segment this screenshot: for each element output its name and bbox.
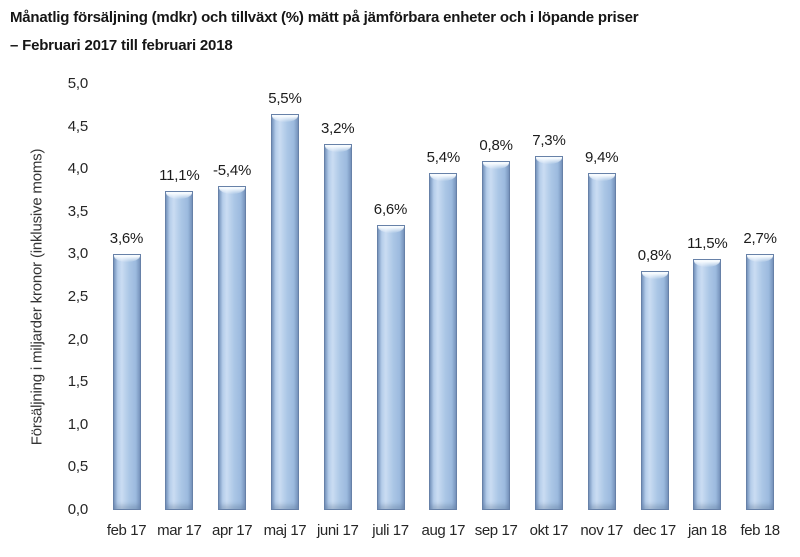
x-tick-label: apr 17 <box>212 522 253 539</box>
bar <box>640 271 669 510</box>
x-tick-label: maj 17 <box>263 522 307 539</box>
bar <box>534 156 563 510</box>
bar <box>165 190 194 510</box>
x-tick-label: sep 17 <box>474 522 518 539</box>
bar-value-label: 2,7% <box>743 230 777 248</box>
y-tick-label: 4,0 <box>67 160 88 178</box>
bar-value-label: 0,8% <box>479 136 513 154</box>
bar-value-label: 3,2% <box>320 119 355 137</box>
y-tick-label: 0,5 <box>67 458 88 476</box>
bar-value-label: -5,4% <box>213 162 252 180</box>
x-tick-label: feb 18 <box>740 522 780 539</box>
y-tick-label: 1,0 <box>67 415 88 433</box>
bar-value-label: 6,6% <box>373 200 408 218</box>
x-tick-label: jan 18 <box>688 522 727 539</box>
bar <box>587 173 616 510</box>
bar-value-label: 7,3% <box>532 132 566 150</box>
bar-value-label: 5,4% <box>426 149 461 167</box>
bar <box>746 254 775 510</box>
bar <box>218 186 247 510</box>
chart-subtitle: – Februari 2017 till februari 2018 <box>10 37 233 54</box>
x-tick-label: okt 17 <box>529 522 569 539</box>
x-tick-label: aug 17 <box>421 522 466 539</box>
bar <box>482 160 511 510</box>
x-tick-label: dec 17 <box>633 522 676 539</box>
x-tick-label: nov 17 <box>580 522 623 539</box>
chart-title: Månatlig försäljning (mdkr) och tillväxt… <box>10 9 639 26</box>
bar-value-label: 0,8% <box>637 247 672 265</box>
bar <box>112 254 141 510</box>
bar-value-label: 9,4% <box>584 149 619 167</box>
bar <box>323 143 352 510</box>
y-tick-label: 2,0 <box>67 330 88 348</box>
bar-value-label: 5,5% <box>268 89 302 107</box>
bar-value-label: 11,5% <box>687 234 728 252</box>
x-tick-label: juli 17 <box>372 522 409 539</box>
y-tick-label: 0,0 <box>67 501 88 518</box>
bar <box>693 258 722 510</box>
y-tick-label: 2,5 <box>67 288 88 305</box>
x-tick-label: mar 17 <box>157 522 202 539</box>
y-tick-label: 3,0 <box>67 245 88 263</box>
bar <box>270 113 299 510</box>
bar <box>376 224 405 510</box>
x-tick-label: feb 17 <box>106 522 147 539</box>
y-tick-label: 3,5 <box>67 202 88 220</box>
y-tick-label: 4,5 <box>67 117 88 135</box>
bar-value-label: 11,1% <box>159 166 200 184</box>
bar-value-label: 3,6% <box>109 230 144 248</box>
bar <box>429 173 458 510</box>
y-tick-label: 1,5 <box>67 373 88 391</box>
x-tick-label: juni 17 <box>316 522 359 539</box>
y-tick-label: 5,0 <box>67 75 88 92</box>
